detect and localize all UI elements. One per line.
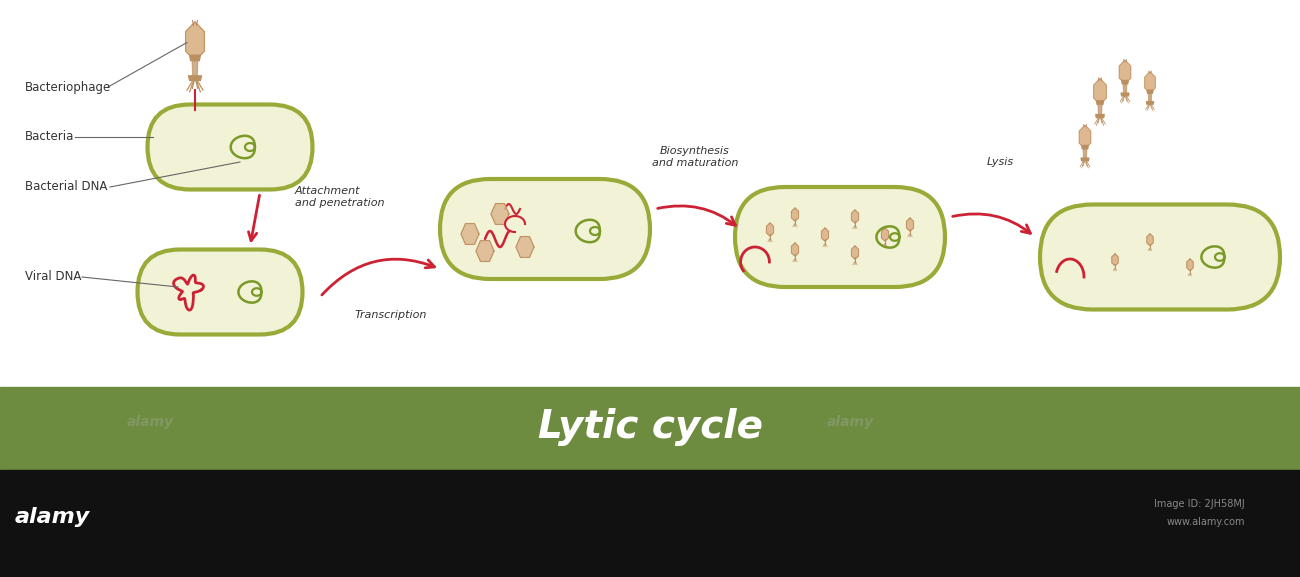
Polygon shape [881,228,888,241]
Polygon shape [1082,158,1089,161]
Polygon shape [1096,101,1104,104]
Polygon shape [1148,93,1152,103]
Polygon shape [173,275,204,310]
Text: Bacterial DNA: Bacterial DNA [25,181,108,193]
Polygon shape [822,228,828,241]
Text: alamy: alamy [126,415,173,429]
Polygon shape [1119,60,1131,84]
Polygon shape [491,204,510,224]
Polygon shape [792,243,798,256]
Polygon shape [186,22,204,61]
Polygon shape [1147,102,1153,104]
Text: Image ID: 2JH58MJ: Image ID: 2JH58MJ [1154,499,1245,509]
Polygon shape [1122,80,1128,84]
Polygon shape [462,224,478,245]
Polygon shape [852,246,858,259]
Text: Viral DNA: Viral DNA [25,271,82,283]
FancyBboxPatch shape [1040,204,1280,309]
Polygon shape [852,210,858,223]
Polygon shape [1147,234,1153,246]
Polygon shape [1123,84,1127,95]
Polygon shape [190,55,200,61]
FancyBboxPatch shape [138,249,303,335]
Polygon shape [1147,90,1153,93]
Text: Bacteriophage: Bacteriophage [25,81,112,93]
Text: Bacteria: Bacteria [25,130,74,144]
Polygon shape [767,223,774,236]
Bar [0,470,1300,577]
Polygon shape [1079,125,1091,149]
Polygon shape [1096,115,1104,118]
Polygon shape [476,241,494,261]
FancyBboxPatch shape [147,104,312,189]
FancyBboxPatch shape [734,187,945,287]
Text: Lysis: Lysis [987,157,1014,167]
Polygon shape [1187,259,1193,271]
Polygon shape [1121,93,1128,96]
Text: alamy: alamy [14,507,90,527]
Polygon shape [192,61,198,78]
Polygon shape [188,76,202,80]
Text: Biosynthesis
and maturation: Biosynthesis and maturation [651,146,738,168]
Polygon shape [906,218,914,231]
Polygon shape [1093,78,1106,104]
Text: www.alamy.com: www.alamy.com [1166,517,1245,527]
Polygon shape [1083,149,1087,160]
Polygon shape [1112,254,1118,266]
Polygon shape [1082,145,1088,149]
Polygon shape [516,237,534,257]
FancyBboxPatch shape [439,179,650,279]
Text: alamy: alamy [827,415,874,429]
Text: Attachment
and penetration: Attachment and penetration [295,186,385,208]
Polygon shape [1098,104,1102,117]
Text: Transcription: Transcription [355,310,428,320]
Bar [0,387,1300,470]
Polygon shape [792,208,798,221]
Text: Lytic cycle: Lytic cycle [537,407,763,445]
Polygon shape [1145,72,1156,93]
